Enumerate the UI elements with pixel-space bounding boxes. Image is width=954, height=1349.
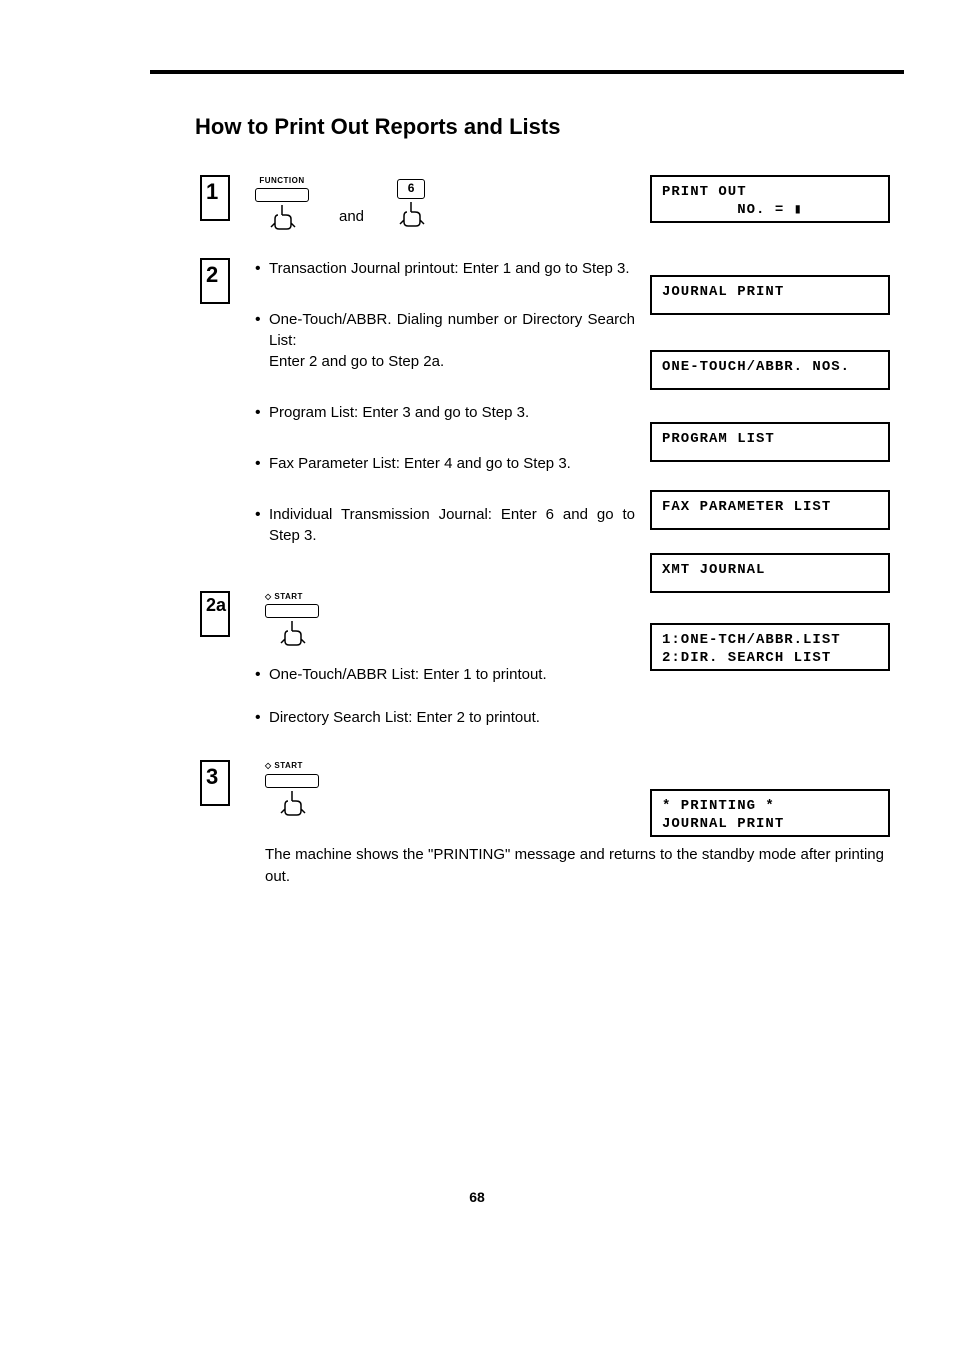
function-key-box: [255, 188, 309, 202]
display-journal-print: JOURNAL PRINT: [650, 275, 890, 315]
finger-icon: [275, 791, 309, 819]
bullet-item: Individual Transmission Journal: Enter 6…: [255, 504, 635, 546]
start-key-box: [265, 774, 319, 788]
start-label: ◇ START: [265, 760, 303, 771]
display-list-options: 1:ONE-TCH/ABBR.LIST 2:DIR. SEARCH LIST: [650, 623, 890, 671]
num-key-box: 6: [397, 179, 425, 199]
bullet-item: Program List: Enter 3 and go to Step 3.: [255, 402, 635, 423]
bullet-item: Directory Search List: Enter 2 to printo…: [255, 707, 635, 728]
display-print-out: PRINT OUT NO. = ▮: [650, 175, 890, 223]
step-number-3: 3: [200, 760, 230, 806]
start-key: ◇ START: [265, 760, 635, 818]
step-2-bullets: Transaction Journal printout: Enter 1 an…: [255, 258, 635, 546]
top-rule: [150, 70, 904, 74]
bullet-item: Transaction Journal printout: Enter 1 an…: [255, 258, 635, 279]
step-number-1: 1: [200, 175, 230, 221]
page-number: 68: [50, 1189, 904, 1205]
finger-icon: [394, 202, 428, 230]
start-key: ◇ START: [265, 591, 635, 649]
bullet-item: One-Touch/ABBR. Dialing number or Direct…: [255, 309, 635, 372]
start-key-box: [265, 604, 319, 618]
and-text: and: [339, 206, 364, 227]
key-row-1: FUNCTION and 6: [255, 175, 635, 233]
finger-icon: [275, 621, 309, 649]
display-program-list: PROGRAM LIST: [650, 422, 890, 462]
step-3-text: The machine shows the "PRINTING" message…: [265, 844, 884, 889]
step-number-2a: 2a: [200, 591, 230, 637]
step-number-2: 2: [200, 258, 230, 304]
start-label: ◇ START: [265, 591, 303, 602]
display-one-touch-abbr: ONE-TOUCH/ABBR. NOS.: [650, 350, 890, 390]
finger-icon: [265, 205, 299, 233]
step-2a-bullets: One-Touch/ABBR List: Enter 1 to printout…: [255, 664, 635, 728]
display-xmt-journal: XMT JOURNAL: [650, 553, 890, 593]
display-fax-parameter: FAX PARAMETER LIST: [650, 490, 890, 530]
bullet-item: One-Touch/ABBR List: Enter 1 to printout…: [255, 664, 635, 685]
num-key-6: 6: [394, 179, 428, 230]
content: PRINT OUT NO. = ▮ JOURNAL PRINT ONE-TOUC…: [50, 175, 904, 889]
function-key: FUNCTION: [255, 175, 309, 233]
page-title: How to Print Out Reports and Lists: [195, 114, 904, 140]
display-printing: * PRINTING * JOURNAL PRINT: [650, 789, 890, 837]
bullet-item: Fax Parameter List: Enter 4 and go to St…: [255, 453, 635, 474]
function-label: FUNCTION: [259, 175, 304, 186]
